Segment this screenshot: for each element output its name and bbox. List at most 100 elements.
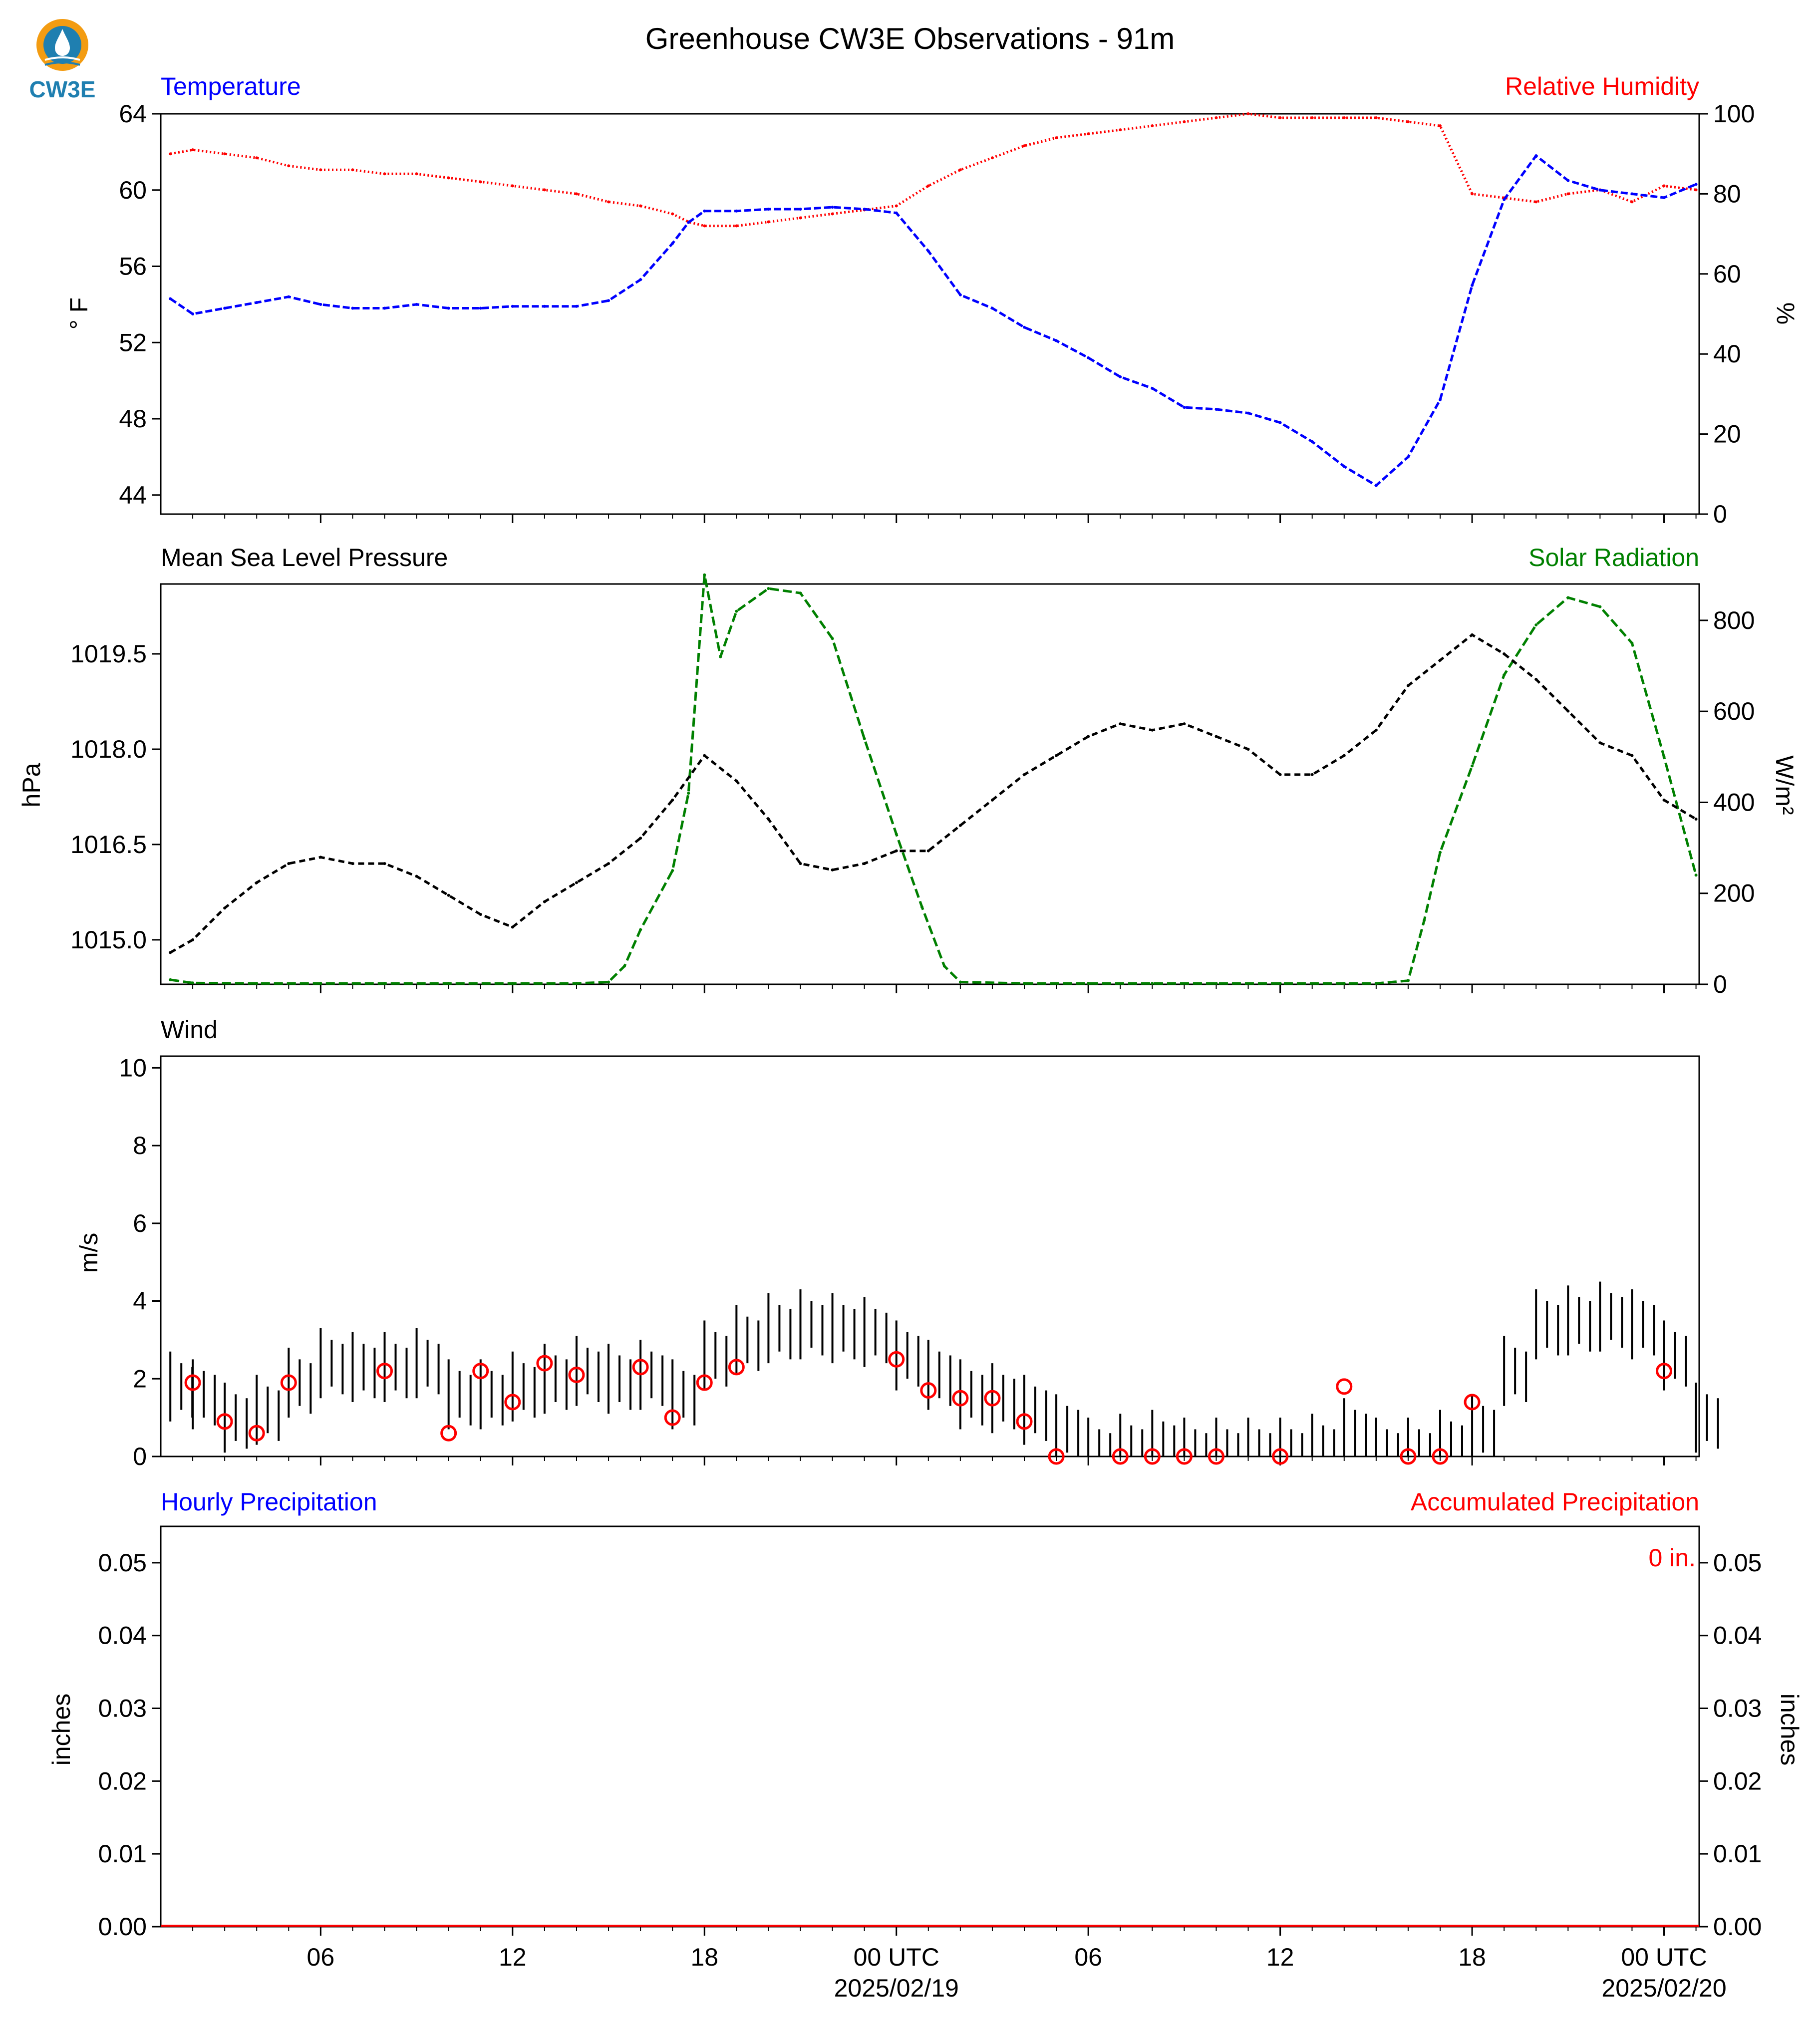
temperature-series-point: [191, 312, 195, 315]
y-tick-label: 10: [119, 1054, 147, 1082]
temperature-series-point: [1055, 339, 1058, 342]
y2-tick-label: 0.00: [1713, 1913, 1762, 1941]
y-tick-label: 0.04: [98, 1622, 147, 1650]
pressure-series: [169, 633, 1697, 954]
solar-series-point: [895, 833, 898, 836]
wind-observation-marker: [920, 1382, 937, 1399]
humidity-series: [170, 112, 1696, 228]
pressure-series-point: [383, 862, 386, 866]
y2-tick-label: 0.03: [1713, 1695, 1762, 1723]
humidity-series-point: [1214, 116, 1218, 120]
accum-total-text: 0 in.: [1648, 1544, 1696, 1572]
wind-observation-marker: [440, 1425, 457, 1442]
wind-observation-marker: [952, 1390, 969, 1407]
pressure-series-point: [255, 881, 259, 884]
temperature-series-point: [223, 306, 227, 310]
panel-frame: [160, 583, 1700, 985]
humidity-series-point: [1023, 144, 1026, 148]
wind-observation-marker: [1208, 1448, 1224, 1465]
humidity-series-point: [671, 212, 674, 216]
temperature-series-point: [255, 301, 259, 304]
y2-tick-label: 0.01: [1713, 1840, 1762, 1868]
humidity-series-point: [1566, 192, 1570, 196]
wind-observation-marker: [248, 1425, 265, 1442]
temperature-series-point: [1471, 284, 1474, 287]
wind-observation-marker: [280, 1374, 297, 1391]
pressure-series-point: [1119, 722, 1122, 726]
y-tick-label: 52: [119, 328, 147, 356]
solar-series-point: [1503, 673, 1506, 677]
humidity-series-point: [1278, 116, 1282, 120]
solar-series-point: [383, 982, 386, 985]
temperature-series-point: [926, 249, 930, 253]
humidity-series-point: [1662, 184, 1666, 188]
pressure-series-point: [895, 849, 898, 853]
wind-observation-marker: [1656, 1363, 1673, 1380]
temperature-series-point: [799, 207, 802, 211]
temperature-series-point: [1630, 192, 1634, 196]
y2-tick-label: 800: [1713, 606, 1755, 634]
solar-series-point: [575, 982, 578, 985]
solar-series-point: [1630, 641, 1634, 645]
solar-series-point: [1662, 755, 1666, 759]
temperature-series-point: [1374, 484, 1378, 487]
solar-series-point: [687, 792, 690, 795]
solar-series-point: [1598, 605, 1602, 608]
wind-panel: 0 2 4 6 8 10: [119, 1054, 1719, 1470]
pressure-series-point: [1598, 741, 1602, 745]
wind-observation-marker: [472, 1363, 489, 1380]
temperature-series-point: [1566, 179, 1570, 182]
temperature-series-point: [831, 206, 834, 209]
pressure-series-point: [351, 862, 354, 866]
wind-observation-marker: [1400, 1448, 1417, 1465]
wind-unit: m/s: [75, 1233, 103, 1273]
y-tick-label: 48: [119, 405, 147, 433]
humidity-series-point: [415, 172, 418, 176]
solar-series-point: [767, 587, 770, 590]
solar-series-point: [607, 980, 610, 984]
temperature-series-point: [447, 306, 450, 310]
humidity-series-point: [479, 180, 482, 184]
temperature-series-point: [1183, 406, 1186, 409]
solar-series-point: [255, 982, 259, 985]
x-date-label: 2025/02/20: [1601, 1974, 1726, 2002]
humidity-series-point: [1471, 192, 1474, 196]
pressure-series-point: [191, 938, 195, 941]
temperature-series-point: [863, 207, 866, 211]
pressure-series-point: [1055, 754, 1058, 757]
solar-series-point: [1278, 982, 1282, 985]
pressure-series-point: [447, 893, 450, 897]
solar-series-point: [719, 655, 722, 658]
pressure-series-point: [1023, 773, 1026, 776]
temperature-series-point: [169, 297, 172, 300]
pressure-series-point: [1503, 652, 1506, 656]
pressure-series-point: [639, 837, 642, 840]
x-date-label: 2025/02/19: [834, 1974, 959, 2002]
temperature-series-point: [958, 293, 962, 296]
solar-series-point: [1342, 982, 1346, 985]
temperature-series-point: [1310, 440, 1314, 443]
wind-observation-marker: [1432, 1448, 1449, 1465]
pressure-series-point: [926, 849, 930, 853]
pressure-series-point: [543, 900, 546, 903]
humidity-series-point: [1087, 132, 1090, 136]
solar-series-point: [703, 573, 706, 577]
pressure-series-point: [1471, 633, 1474, 636]
humidity-series-point: [607, 200, 610, 204]
pressure-series-point: [1342, 754, 1346, 757]
temperature-series-point: [1438, 398, 1442, 401]
solar-series-point: [1534, 623, 1538, 627]
humidity-series-point: [543, 188, 546, 192]
x-tick-label: 18: [1458, 1943, 1486, 1971]
solar-series-point: [639, 928, 642, 931]
pressure-series-point: [319, 856, 322, 859]
hourly-precip-label: Hourly Precipitation: [161, 1488, 377, 1516]
y-tick-label: 1015.0: [70, 926, 147, 954]
x-axis: 06 12 18 00 UTC 06 12 18 00 UTC 2025/02/19 2025/0…: [307, 1943, 1727, 2002]
wind-observation-marker: [216, 1413, 233, 1430]
pressure-series-point: [735, 779, 738, 783]
y-tick-label: 2: [133, 1365, 147, 1393]
humidity-series-point: [1438, 124, 1442, 128]
y2-tick-label: 20: [1713, 420, 1741, 448]
